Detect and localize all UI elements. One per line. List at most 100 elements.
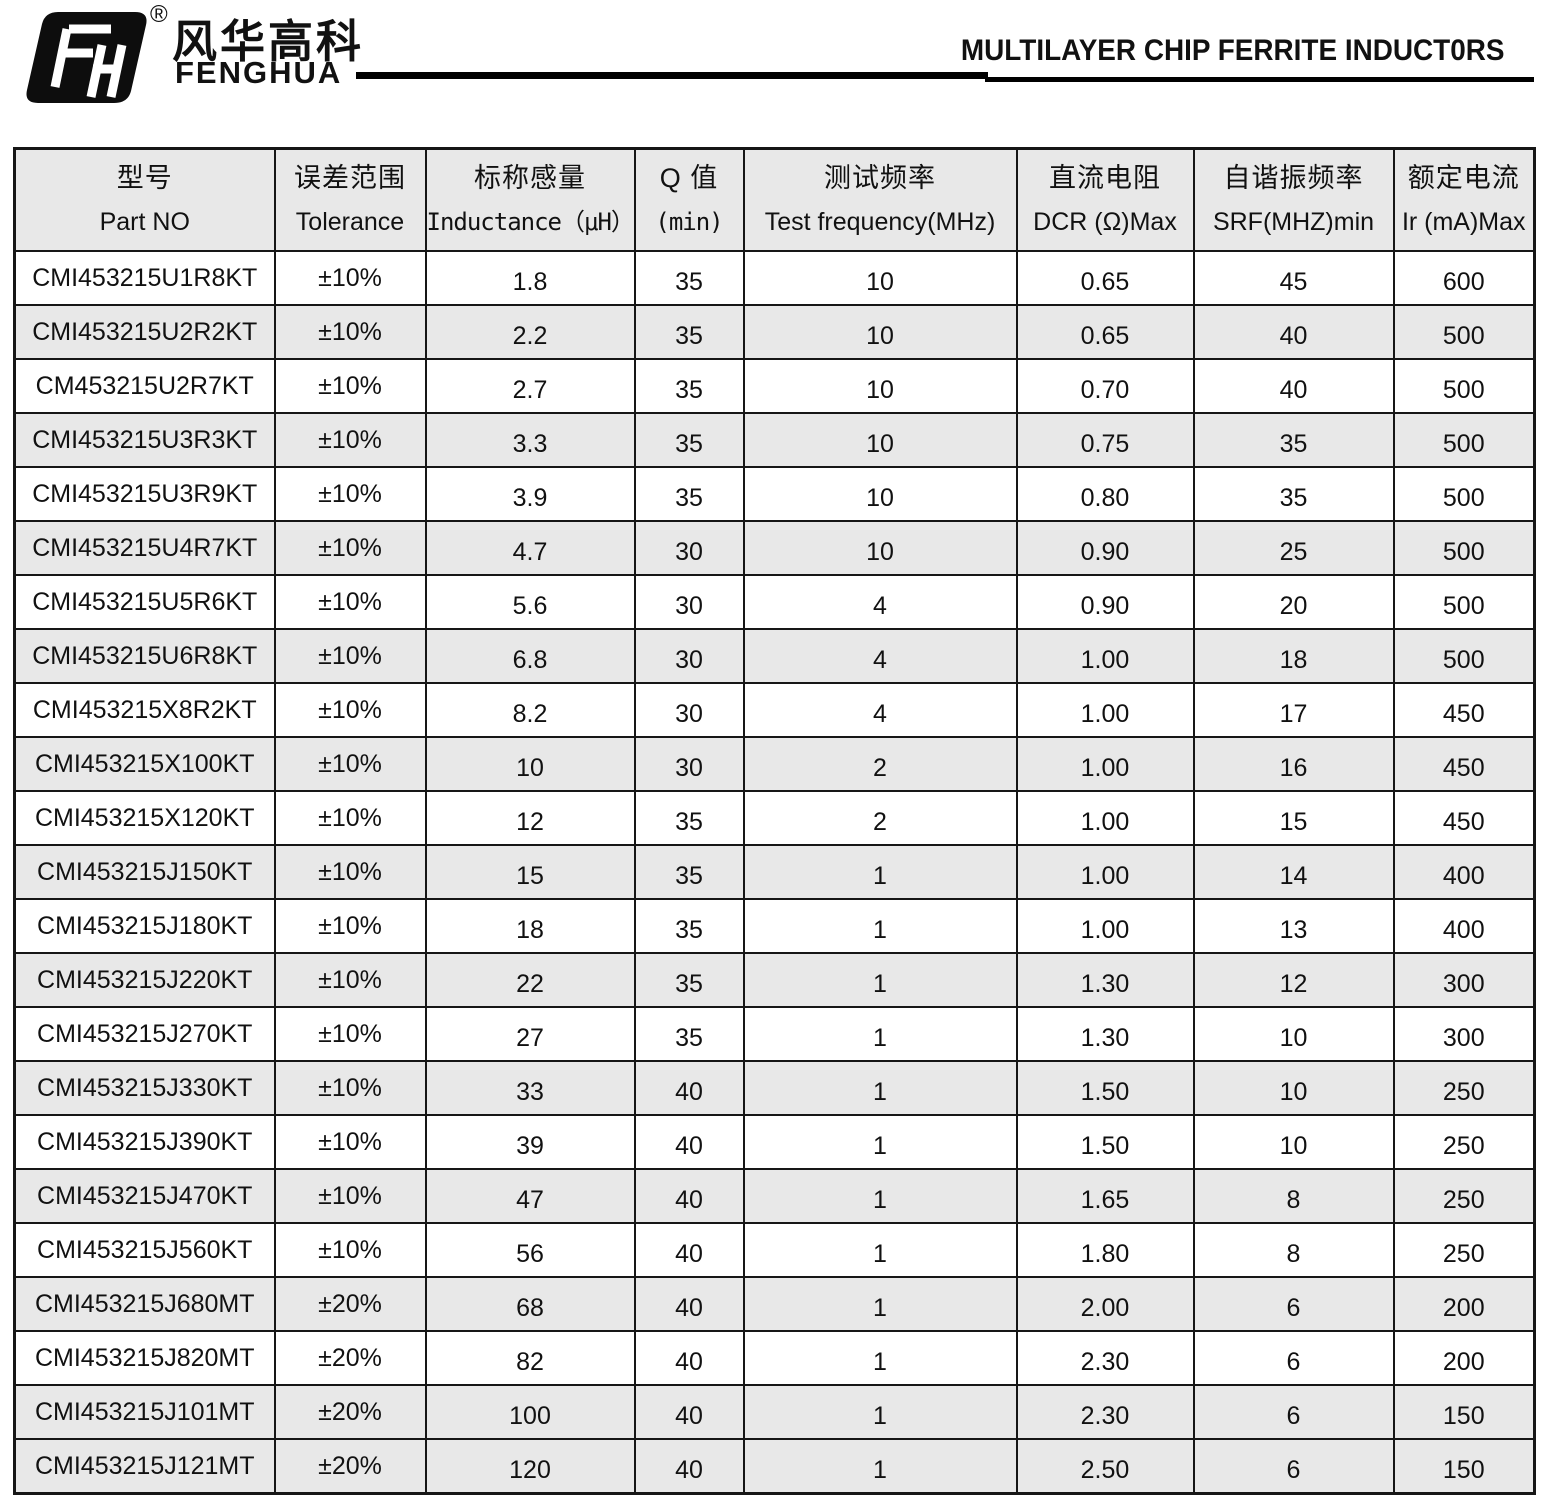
cell-tolerance: ±20% [273,1276,427,1332]
column-header-cn: 测试频率 [824,163,936,193]
cell-dcr: 2.30 [1015,1330,1195,1386]
cell-q_min: 40 [633,1384,745,1440]
table-row: CMI453215U6R8KT ±10% 6.8 30 4 1.00 18 500 [13,628,1536,684]
cell-inductance: 39 [424,1114,636,1170]
cell-srf: 16 [1192,736,1395,792]
cell-test_frequency: 1 [742,1330,1018,1386]
cell-inductance: 6.8 [424,628,636,684]
cell-dcr: 1.65 [1015,1168,1195,1224]
cell-inductance: 15 [424,844,636,900]
column-header-part_no: 型号 Part NO [13,147,276,252]
cell-part_no: CMI453215U4R7KT [13,520,276,576]
column-header-en: Part NO [99,208,190,236]
cell-q_min: 40 [633,1060,745,1116]
header-row: 型号 Part NO 误差范围 Tolerance 标称感量 Inductance（μH）… [13,147,1536,252]
cell-tolerance: ±10% [273,466,427,522]
cell-tolerance: ±10% [273,1006,427,1062]
cell-srf: 15 [1192,790,1395,846]
cell-tolerance: ±10% [273,304,427,360]
table-row: CMI453215J180KT ±10% 18 35 1 1.00 13 400 [13,898,1536,954]
cell-tolerance: ±10% [273,628,427,684]
cell-dcr: 1.30 [1015,1006,1195,1062]
cell-tolerance: ±10% [273,1222,427,1278]
cell-part_no: CMI453215U3R3KT [13,412,276,468]
cell-tolerance: ±10% [273,682,427,738]
cell-q_min: 35 [633,250,745,306]
column-header-en: (min) [655,208,723,236]
cell-srf: 12 [1192,952,1395,1008]
cell-tolerance: ±10% [273,898,427,954]
cell-dcr: 1.00 [1015,790,1195,846]
column-header-en: Inductance（μH） [426,208,634,236]
cell-dcr: 0.80 [1015,466,1195,522]
cell-q_min: 40 [633,1114,745,1170]
cell-tolerance: ±10% [273,1060,427,1116]
cell-q_min: 35 [633,412,745,468]
cell-inductance: 100 [424,1384,636,1440]
table-row: CMI453215U3R3KT ±10% 3.3 35 10 0.75 35 500 [13,412,1536,468]
cell-inductance: 3.3 [424,412,636,468]
cell-rated_current: 450 [1392,682,1536,738]
cell-dcr: 0.75 [1015,412,1195,468]
cell-rated_current: 500 [1392,358,1536,414]
cell-dcr: 2.50 [1015,1438,1195,1495]
cell-tolerance: ±10% [273,1114,427,1170]
table-row: CMI453215J270KT ±10% 27 35 1 1.30 10 300 [13,1006,1536,1062]
cell-rated_current: 300 [1392,952,1536,1008]
cell-test_frequency: 4 [742,628,1018,684]
cell-test_frequency: 1 [742,1222,1018,1278]
cell-rated_current: 500 [1392,628,1536,684]
cell-srf: 13 [1192,898,1395,954]
cell-q_min: 30 [633,628,745,684]
cell-inductance: 22 [424,952,636,1008]
cell-part_no: CMI453215J820MT [13,1330,276,1386]
cell-srf: 35 [1192,412,1395,468]
cell-dcr: 1.50 [1015,1114,1195,1170]
table-row: CMI453215U1R8KT ±10% 1.8 35 10 0.65 45 600 [13,250,1536,306]
cell-dcr: 1.50 [1015,1060,1195,1116]
cell-tolerance: ±10% [273,412,427,468]
cell-test_frequency: 2 [742,790,1018,846]
cell-part_no: CMI453215X8R2KT [13,682,276,738]
cell-test_frequency: 1 [742,1114,1018,1170]
cell-inductance: 47 [424,1168,636,1224]
cell-test_frequency: 10 [742,358,1018,414]
cell-srf: 45 [1192,250,1395,306]
table-row: CMI453215J101MT ±20% 100 40 1 2.30 6 150 [13,1384,1536,1440]
cell-q_min: 40 [633,1438,745,1495]
table-row: CMI453215J560KT ±10% 56 40 1 1.80 8 250 [13,1222,1536,1278]
cell-rated_current: 150 [1392,1384,1536,1440]
cell-tolerance: ±10% [273,574,427,630]
cell-rated_current: 250 [1392,1114,1536,1170]
cell-srf: 6 [1192,1438,1395,1495]
cell-q_min: 30 [633,520,745,576]
cell-dcr: 1.00 [1015,844,1195,900]
column-header-srf: 自谐振频率 SRF(MHZ)min [1192,147,1395,252]
cell-srf: 6 [1192,1276,1395,1332]
cell-srf: 8 [1192,1222,1395,1278]
cell-dcr: 0.90 [1015,574,1195,630]
cell-rated_current: 250 [1392,1222,1536,1278]
cell-test_frequency: 10 [742,304,1018,360]
cell-srf: 8 [1192,1168,1395,1224]
cell-inductance: 12 [424,790,636,846]
cell-part_no: CMI453215X120KT [13,790,276,846]
cell-test_frequency: 1 [742,844,1018,900]
table-row: CMI453215J330KT ±10% 33 40 1 1.50 10 250 [13,1060,1536,1116]
cell-tolerance: ±10% [273,844,427,900]
table-row: CMI453215X8R2KT ±10% 8.2 30 4 1.00 17 450 [13,682,1536,738]
brand-name-cn: 风华高科 [172,16,365,67]
cell-rated_current: 450 [1392,736,1536,792]
column-header-dcr: 直流电阻 DCR (Ω)Max [1015,147,1195,252]
cell-test_frequency: 10 [742,520,1018,576]
cell-q_min: 35 [633,952,745,1008]
column-header-en: SRF(MHZ)min [1212,208,1375,236]
column-header-cn: 额定电流 [1407,163,1520,193]
cell-dcr: 0.65 [1015,304,1195,360]
spec-table: 型号 Part NO 误差范围 Tolerance 标称感量 Inductance（μH）… [13,147,1536,1495]
cell-srf: 20 [1192,574,1395,630]
table-row: CMI453215U3R9KT ±10% 3.9 35 10 0.80 35 500 [13,466,1536,522]
cell-tolerance: ±10% [273,790,427,846]
cell-inductance: 2.7 [424,358,636,414]
